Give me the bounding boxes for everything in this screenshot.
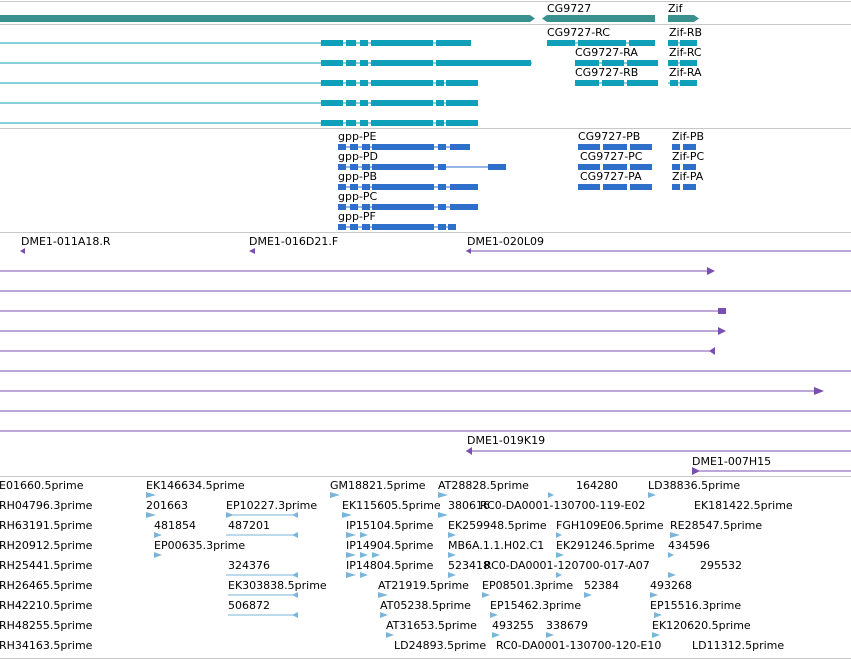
est-label[interactable]: RH26465.5prime (0, 579, 93, 592)
track-separator (0, 24, 851, 25)
gene-arrow (694, 15, 699, 22)
transcript-label[interactable]: Zif-PB (672, 130, 705, 143)
transcript-label[interactable]: CG9727-RA (575, 46, 638, 59)
est-label[interactable]: 434596 (668, 539, 710, 552)
est-label[interactable]: IP15104.5prime (346, 519, 434, 532)
est-label[interactable]: 52384 (584, 579, 619, 592)
transcript-label[interactable]: gpp-PF (338, 210, 376, 223)
transcript-label[interactable]: gpp-PE (338, 130, 377, 143)
track-separator (0, 658, 851, 659)
est-label[interactable]: 380616 (448, 499, 490, 512)
transcript-label[interactable]: gpp-PB (338, 170, 378, 183)
gene-arrow (542, 15, 547, 22)
gene-bar[interactable] (0, 15, 530, 22)
est-label[interactable]: LD11312.5prime (692, 639, 785, 652)
transcript-label[interactable]: Zif-RB (669, 26, 703, 39)
clone-label[interactable]: DME1-020L09 (467, 235, 544, 248)
est-label[interactable]: RH48255.5prime (0, 619, 93, 632)
est-label[interactable]: EK291246.5prime (556, 539, 655, 552)
est-label[interactable]: E01660.5prime (0, 479, 84, 492)
transcript-label[interactable]: gpp-PD (338, 150, 379, 163)
est-track (146, 492, 680, 638)
est-label[interactable]: 201663 (146, 499, 188, 512)
est-label[interactable]: RH42210.5prime (0, 599, 93, 612)
est-label[interactable]: EK181422.5prime (694, 499, 793, 512)
gene-bar[interactable] (547, 15, 655, 22)
est-label[interactable]: RH34163.5prime (0, 639, 93, 652)
est-label[interactable]: RC0-DA0001-130700-120-E10 (496, 639, 662, 652)
est-label[interactable]: EP15516.3prime (650, 599, 742, 612)
gene-arrow (530, 15, 535, 22)
gene-bar[interactable] (668, 15, 694, 22)
transcript-label[interactable]: CG9727-RC (547, 26, 610, 39)
est-label[interactable]: LD24893.5prime (394, 639, 487, 652)
est-label[interactable]: RH20912.5prime (0, 539, 93, 552)
transcript-label[interactable]: CG9727-PB (578, 130, 641, 143)
est-label[interactable]: RH25441.5prime (0, 559, 93, 572)
est-label[interactable]: EP08501.3prime (482, 579, 574, 592)
clone-label[interactable]: DME1-007H15 (692, 455, 772, 468)
est-label[interactable]: 493255 (492, 619, 534, 632)
est-label[interactable]: GM18821.5prime (330, 479, 426, 492)
est-label[interactable]: 506872 (228, 599, 270, 612)
est-label[interactable]: EK115605.5prime (342, 499, 441, 512)
est-label[interactable]: RE28547.5prime (670, 519, 763, 532)
transcript-label[interactable]: CG9727-PC (580, 150, 643, 163)
est-label[interactable]: IP14904.5prime (346, 539, 434, 552)
est-label[interactable]: RC0-DA0001-120700-017-A07 (484, 559, 650, 572)
est-label[interactable]: EK259948.5prime (448, 519, 547, 532)
est-label[interactable]: FGH109E06.5prime (556, 519, 664, 532)
est-label[interactable]: 338679 (546, 619, 588, 632)
gene-label[interactable]: CG9727 (547, 2, 592, 15)
transcript-label[interactable]: Zif-PA (672, 170, 704, 183)
clone-label[interactable]: DME1-016D21.F (249, 235, 339, 248)
transcript-label[interactable]: Zif-RC (669, 46, 702, 59)
est-label[interactable]: RH63191.5prime (0, 519, 93, 532)
transcript-track-a (0, 40, 697, 126)
clone-label[interactable]: DME1-019K19 (467, 434, 546, 447)
est-label[interactable]: 487201 (228, 519, 270, 532)
est-label[interactable]: RH04796.3prime (0, 499, 93, 512)
track-separator (0, 232, 851, 233)
est-label[interactable]: AT28828.5prime (438, 479, 529, 492)
est-label[interactable]: EK303838.5prime (228, 579, 327, 592)
transcript-label[interactable]: CG9727-RB (575, 66, 639, 79)
est-label[interactable]: RC0-DA0001-130700-119-E02 (480, 499, 646, 512)
transcript-track-b (338, 144, 696, 230)
est-label[interactable]: 324376 (228, 559, 270, 572)
est-label[interactable]: AT31653.5prime (386, 619, 477, 632)
est-label[interactable]: EP15462.3prime (490, 599, 582, 612)
transcript-label[interactable]: CG9727-PA (580, 170, 642, 183)
transcript-label[interactable]: Zif-PC (672, 150, 705, 163)
est-label[interactable]: 523418 (448, 559, 490, 572)
transcript-label[interactable]: gpp-PC (338, 190, 378, 203)
est-label[interactable]: IP14804.5prime (346, 559, 434, 572)
track-separator (0, 476, 851, 477)
clone-track (0, 248, 851, 475)
est-label[interactable]: EK146634.5prime (146, 479, 245, 492)
est-label[interactable]: EK120620.5prime (652, 619, 751, 632)
est-label[interactable]: LD38836.5prime (648, 479, 741, 492)
gene-track (0, 15, 699, 22)
track-separator (0, 128, 851, 129)
est-label[interactable]: AT21919.5prime (378, 579, 469, 592)
est-label[interactable]: MB6A.1.1.H02.C1 (448, 539, 545, 552)
track-separator (0, 1, 851, 2)
est-label[interactable]: 295532 (700, 559, 742, 572)
clone-label[interactable]: DME1-011A18.R (21, 235, 111, 248)
est-label[interactable]: AT05238.5prime (380, 599, 471, 612)
transcript-label[interactable]: Zif-RA (669, 66, 702, 79)
est-label[interactable]: 493268 (650, 579, 692, 592)
gene-label[interactable]: Zif (668, 2, 683, 15)
est-label[interactable]: 481854 (154, 519, 196, 532)
est-label[interactable]: 164280 (576, 479, 618, 492)
est-label[interactable]: EP10227.3prime (226, 499, 318, 512)
est-label[interactable]: EP00635.3prime (154, 539, 246, 552)
